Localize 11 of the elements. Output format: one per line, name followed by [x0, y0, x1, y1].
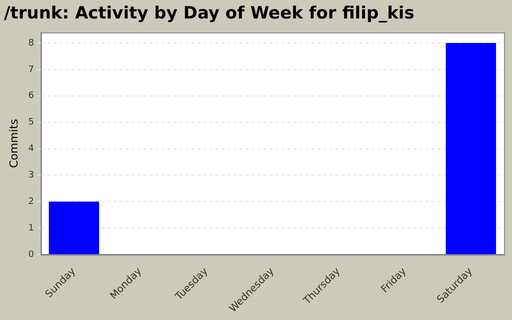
chart-title: /trunk: Activity by Day of Week for filip_kis [4, 4, 414, 24]
y-tick-label: 2 [28, 197, 34, 208]
y-axis-title: Commits [7, 118, 20, 168]
y-tick-label: 5 [28, 118, 34, 128]
y-tick-label: 7 [28, 64, 34, 75]
y-tick-label: 1 [28, 223, 34, 234]
y-tick-label: 3 [28, 170, 34, 181]
y-tick-label: 0 [28, 250, 34, 260]
y-tick-label: 8 [28, 38, 34, 48]
y-tick-label: 6 [28, 91, 34, 102]
y-tick-label: 4 [28, 144, 34, 154]
